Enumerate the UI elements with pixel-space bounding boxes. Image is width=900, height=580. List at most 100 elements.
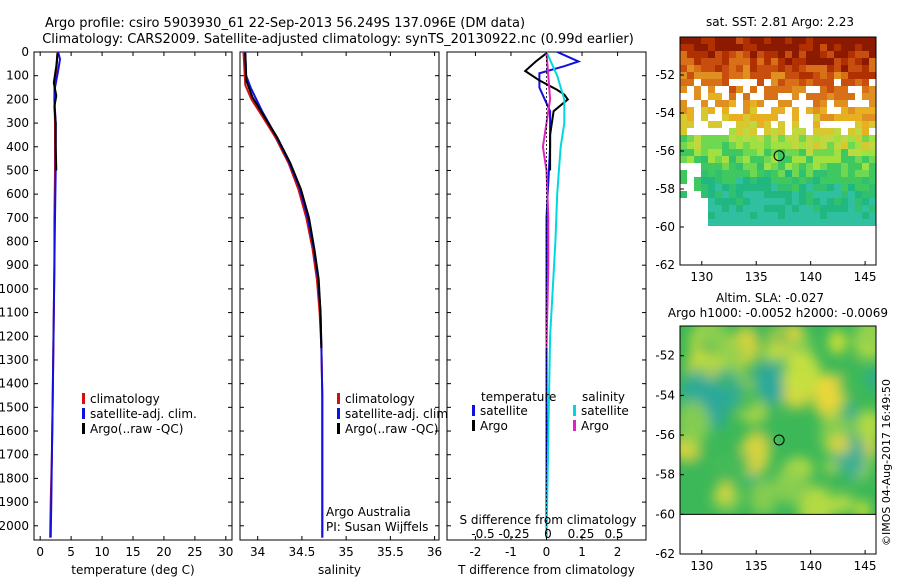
sst-cell [813,51,820,58]
sst-cell [862,135,869,142]
sst-cell [792,170,799,177]
sst-cell [848,128,855,135]
sst-cell [813,121,820,128]
sst-cell [778,86,785,93]
sst-cell [701,58,708,65]
sst-cell [680,58,687,65]
sst-cell [855,135,862,142]
sst-cell [771,149,778,156]
sst-cell [841,79,848,86]
sst-cell [855,191,862,198]
sst-cell [708,51,715,58]
sst-cell [757,121,764,128]
map-x-tick-label: 135 [745,559,768,573]
sst-cell [757,191,764,198]
sst-cell [771,114,778,121]
sst-cell [764,163,771,170]
sst-cell [743,205,750,212]
sst-cell [708,198,715,205]
x-tick-label: 0 [543,545,551,559]
sst-cell [827,86,834,93]
sst-cell [729,219,736,226]
sst-cell [708,107,715,114]
sst-cell [701,191,708,198]
sst-cell [708,142,715,149]
sst-cell [750,100,757,107]
sst-cell [785,170,792,177]
sst-cell [799,163,806,170]
sst-cell [771,170,778,177]
sst-cell [694,65,701,72]
sst-cell [750,86,757,93]
sst-cell [757,72,764,79]
map-y-tick-label: -60 [655,220,675,234]
sst-cell [694,44,701,51]
sst-cell [687,79,694,86]
sst-cell [715,149,722,156]
sst-cell [785,44,792,51]
sst-cell [841,219,848,226]
sst-cell [834,86,841,93]
sst-cell [729,58,736,65]
sst-cell [820,142,827,149]
sst-cell [743,135,750,142]
sst-cell [827,51,834,58]
sst-cell [771,86,778,93]
sst-cell [687,72,694,79]
sst-cell [806,142,813,149]
sst-cell [750,212,757,219]
sst-cell [834,135,841,142]
sst-cell [722,191,729,198]
sst-cell [820,191,827,198]
sst-cell [806,65,813,72]
map-y-tick-label: -52 [655,68,675,82]
sst-cell [701,156,708,163]
map-x-tick-label: 140 [799,270,822,284]
sst-cell [757,156,764,163]
y-tick-label: 700 [6,211,29,225]
sst-cell [680,114,687,121]
sla-anomaly [837,373,857,399]
sst-cell [687,37,694,44]
sst-cell [701,114,708,121]
sst-cell [750,219,757,226]
sst-cell [778,128,785,135]
sst-cell [827,37,834,44]
sst-cell [729,93,736,100]
sst-cell [722,170,729,177]
sst-cell [722,219,729,226]
sst-cell [820,128,827,135]
sst-cell [820,219,827,226]
sst-cell [799,37,806,44]
sst-cell [757,135,764,142]
sst-cell [869,72,876,79]
sst-cell [736,142,743,149]
sst-cell [792,184,799,191]
legend-swatch [573,405,576,416]
sst-cell [736,51,743,58]
sst-cell [792,79,799,86]
sst-cell [792,93,799,100]
sst-cell [778,37,785,44]
sst-cell [757,58,764,65]
sst-cell [806,51,813,58]
map-y-tick-label: -62 [655,547,675,561]
sst-cell [687,51,694,58]
sst-cell [701,100,708,107]
sst-cell [813,107,820,114]
sst-cell [827,65,834,72]
sst-cell [806,212,813,219]
sst-cell [862,156,869,163]
sst-cell [722,58,729,65]
sst-cell [708,72,715,79]
sst-cell [764,121,771,128]
sst-cell [841,135,848,142]
sst-cell [729,128,736,135]
sst-cell [841,177,848,184]
sst-cell [764,205,771,212]
sst-cell [785,177,792,184]
sst-cell [708,191,715,198]
sst-cell [680,65,687,72]
sst-cell [743,163,750,170]
map-y-tick-label: -52 [655,349,675,363]
